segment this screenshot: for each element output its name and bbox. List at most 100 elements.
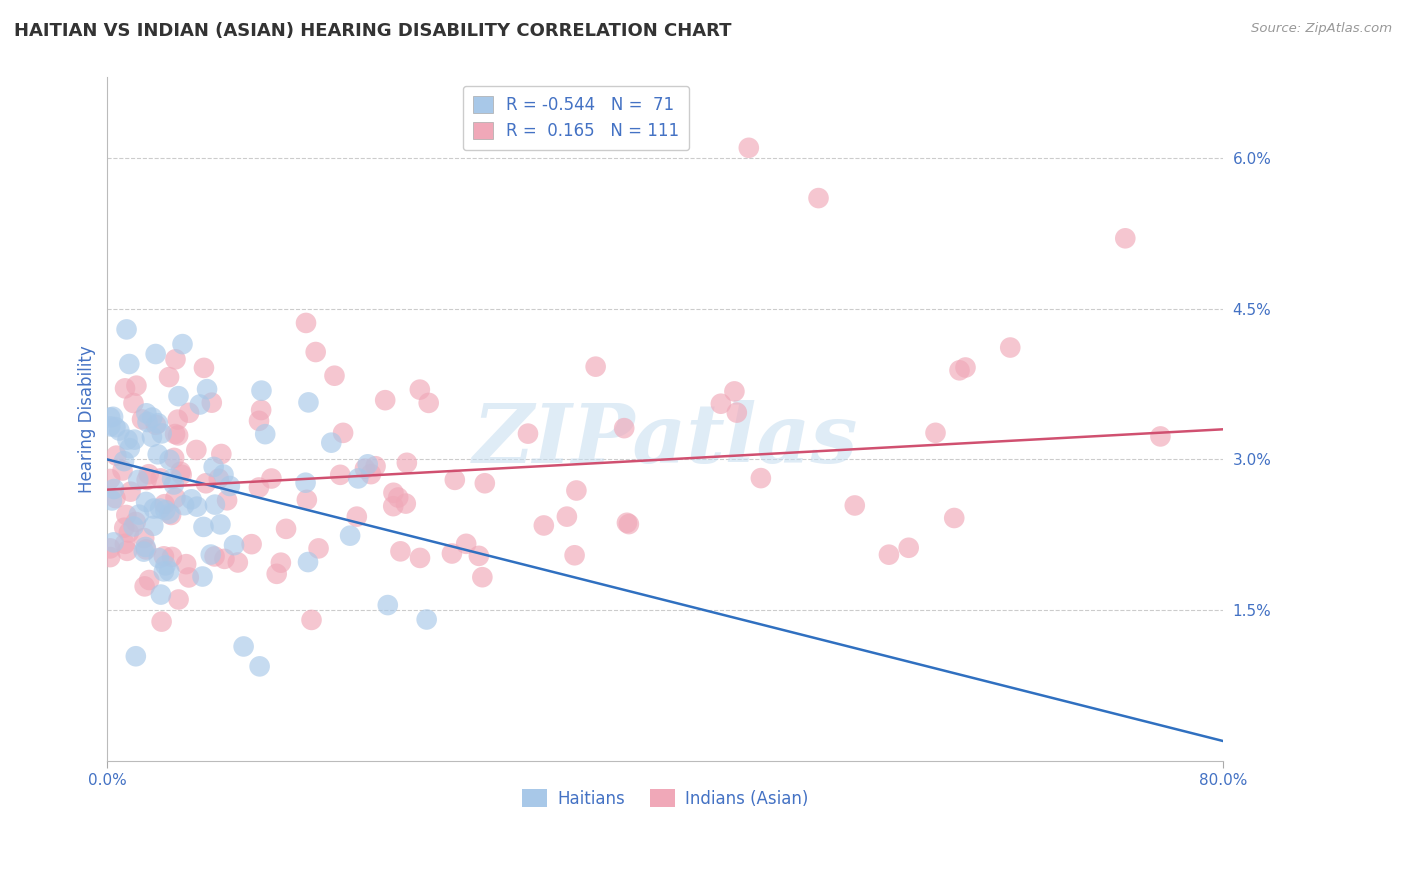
Point xyxy=(188,397,211,411)
Point xyxy=(200,548,222,562)
Point xyxy=(943,511,966,525)
Point xyxy=(217,493,239,508)
Point xyxy=(749,471,772,485)
Point xyxy=(124,433,146,447)
Point xyxy=(295,316,318,330)
Point xyxy=(166,412,188,426)
Point xyxy=(108,424,131,438)
Point xyxy=(418,396,440,410)
Point xyxy=(357,458,380,472)
Point xyxy=(105,449,128,463)
Point xyxy=(193,360,215,375)
Point xyxy=(125,649,148,664)
Point xyxy=(180,492,202,507)
Point xyxy=(533,518,555,533)
Point xyxy=(440,547,463,561)
Point xyxy=(617,517,640,532)
Point xyxy=(382,485,405,500)
Point xyxy=(142,501,165,516)
Point xyxy=(155,503,177,517)
Point xyxy=(118,525,141,540)
Point xyxy=(193,520,215,534)
Point xyxy=(125,378,148,392)
Point xyxy=(564,549,586,563)
Point xyxy=(474,476,496,491)
Point xyxy=(131,412,153,426)
Point xyxy=(616,516,638,530)
Point xyxy=(159,452,181,467)
Point xyxy=(260,471,283,485)
Point xyxy=(297,395,319,409)
Point xyxy=(135,495,157,509)
Text: HAITIAN VS INDIAN (ASIAN) HEARING DISABILITY CORRELATION CHART: HAITIAN VS INDIAN (ASIAN) HEARING DISABI… xyxy=(14,22,731,40)
Point xyxy=(101,493,124,508)
Point xyxy=(104,420,127,434)
Point xyxy=(202,459,225,474)
Point xyxy=(122,396,145,410)
Point xyxy=(232,640,254,654)
Point xyxy=(167,389,190,403)
Point xyxy=(226,556,249,570)
Point xyxy=(98,550,121,565)
Point xyxy=(305,345,328,359)
Point xyxy=(208,472,231,486)
Point xyxy=(157,507,180,521)
Point xyxy=(209,517,232,532)
Point xyxy=(98,541,121,556)
Point xyxy=(329,467,352,482)
Point xyxy=(160,549,183,564)
Point xyxy=(194,476,217,491)
Point xyxy=(360,467,382,482)
Point xyxy=(195,382,218,396)
Point xyxy=(115,544,138,558)
Point xyxy=(468,549,491,563)
Point xyxy=(297,555,319,569)
Point xyxy=(173,498,195,512)
Point xyxy=(135,473,157,487)
Point xyxy=(377,598,399,612)
Point xyxy=(347,471,370,485)
Point xyxy=(115,508,138,522)
Point xyxy=(165,352,187,367)
Point xyxy=(222,538,245,552)
Point xyxy=(160,508,183,522)
Point xyxy=(174,557,197,571)
Point xyxy=(103,535,125,549)
Point xyxy=(844,499,866,513)
Point xyxy=(145,347,167,361)
Point xyxy=(172,337,194,351)
Point xyxy=(374,393,396,408)
Point xyxy=(443,473,465,487)
Point xyxy=(146,447,169,461)
Legend: Haitians, Indians (Asian): Haitians, Indians (Asian) xyxy=(516,783,815,814)
Text: Source: ZipAtlas.com: Source: ZipAtlas.com xyxy=(1251,22,1392,36)
Point xyxy=(153,565,176,579)
Point xyxy=(170,467,193,482)
Point xyxy=(723,384,745,399)
Point xyxy=(585,359,607,374)
Point xyxy=(924,425,946,440)
Point xyxy=(163,477,186,491)
Point xyxy=(112,454,135,468)
Point xyxy=(98,419,121,434)
Point xyxy=(132,544,155,558)
Point xyxy=(323,368,346,383)
Point xyxy=(332,425,354,440)
Point xyxy=(214,552,236,566)
Point xyxy=(148,551,170,566)
Point xyxy=(111,463,134,477)
Point xyxy=(249,659,271,673)
Point xyxy=(141,430,163,444)
Point xyxy=(134,531,156,545)
Point xyxy=(169,465,191,479)
Point xyxy=(308,541,330,556)
Point xyxy=(395,497,418,511)
Point xyxy=(613,421,636,435)
Point xyxy=(153,549,176,564)
Point xyxy=(897,541,920,555)
Text: ZIPatlas: ZIPatlas xyxy=(472,400,858,480)
Point xyxy=(274,522,297,536)
Point xyxy=(127,473,149,487)
Point xyxy=(1149,429,1171,443)
Point xyxy=(201,395,224,409)
